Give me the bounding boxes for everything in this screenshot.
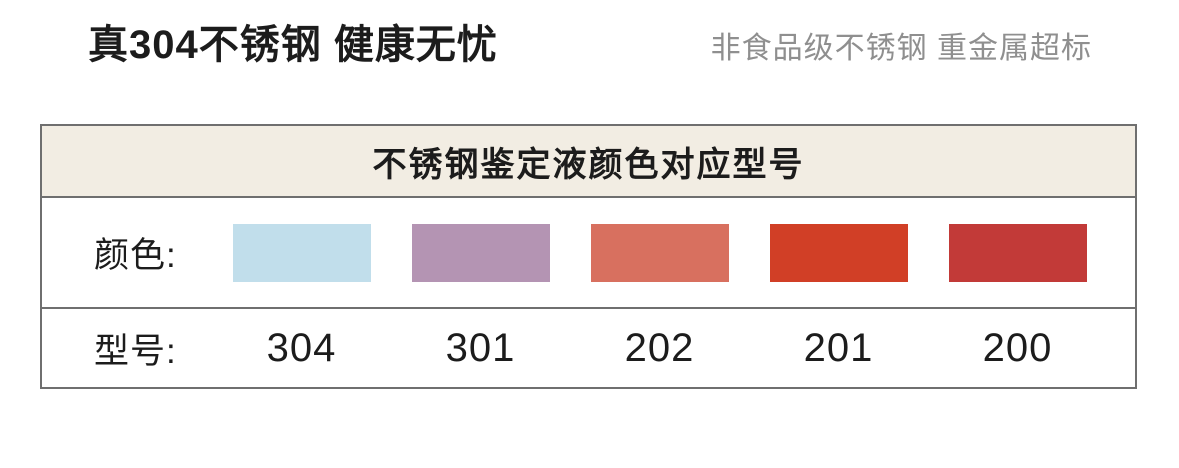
color-cell-200 <box>928 223 1107 282</box>
color-row-label: 颜色: <box>94 236 177 275</box>
main-title: 真304不锈钢 健康无忧 <box>88 23 498 67</box>
color-swatch-salmon-coral <box>590 223 729 282</box>
model-row-label: 型号: <box>94 331 177 371</box>
color-cells <box>212 223 1107 282</box>
color-cell-201 <box>749 223 928 282</box>
model-cells: 304 301 202 201 200 <box>212 326 1107 371</box>
color-cell-301 <box>391 223 570 282</box>
color-swatch-light-blue <box>232 223 371 282</box>
table-title: 不锈钢鉴定液颜色对应型号 <box>42 126 1135 198</box>
sub-title: 非食品级不锈钢 重金属超标 <box>710 32 1092 65</box>
model-value-304: 304 <box>266 325 337 370</box>
color-cell-202 <box>570 223 749 282</box>
page-header: 真304不锈钢 健康无忧 非食品级不锈钢 重金属超标 <box>0 0 1179 70</box>
color-model-table: 不锈钢鉴定液颜色对应型号 颜色: 型号: 304 301 202 201 200 <box>40 124 1137 389</box>
model-row: 型号: 304 301 202 201 200 <box>42 309 1135 387</box>
color-swatch-mauve-purple <box>411 223 550 282</box>
color-swatch-brick-red <box>948 223 1087 282</box>
color-row: 颜色: <box>42 198 1135 309</box>
model-value-200: 200 <box>982 325 1053 370</box>
color-swatch-orange-red <box>769 223 908 282</box>
model-value-201: 201 <box>803 325 874 370</box>
model-value-301: 301 <box>445 325 516 370</box>
color-cell-304 <box>212 223 391 282</box>
model-value-202: 202 <box>624 325 695 370</box>
